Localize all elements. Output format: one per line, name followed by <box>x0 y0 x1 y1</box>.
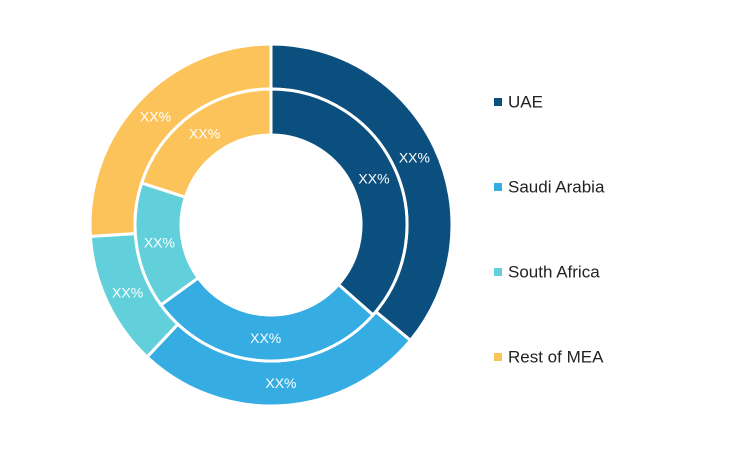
donut-rings <box>88 42 454 408</box>
legend-swatch-uae <box>494 98 502 106</box>
legend-label-rest-of-mea: Rest of MEA <box>508 348 604 367</box>
legend-swatch-south-africa <box>494 268 502 276</box>
legend-swatch-saudi-arabia <box>494 183 502 191</box>
outer-ring-label-south-africa: XX% <box>112 284 143 300</box>
inner-ring-label-south-africa: XX% <box>144 235 175 251</box>
inner-ring-label-uae: XX% <box>358 170 389 186</box>
inner-ring-label-saudi-arabia: XX% <box>250 330 281 346</box>
outer-ring-label-uae: XX% <box>399 150 430 166</box>
legend-swatch-rest-of-mea <box>494 353 502 361</box>
outer-ring-label-rest-of-mea: XX% <box>140 108 171 124</box>
legend-label-uae: UAE <box>508 93 543 112</box>
inner-ring-label-rest-of-mea: XX% <box>189 126 220 142</box>
legend: UAE Saudi Arabia South Africa Rest of MEA <box>494 93 605 367</box>
inner-ring-slice-uae <box>269 87 409 318</box>
outer-ring-label-saudi-arabia: XX% <box>265 375 296 391</box>
slice-labels: XX% XX% XX% XX% XX% XX% XX% XX% <box>112 108 430 391</box>
inner-ring-slice-rest-of-mea <box>139 87 273 200</box>
legend-label-saudi-arabia: Saudi Arabia <box>508 178 605 197</box>
inner-ring-slice-saudi-arabia <box>158 275 376 363</box>
legend-label-south-africa: South Africa <box>508 263 600 282</box>
